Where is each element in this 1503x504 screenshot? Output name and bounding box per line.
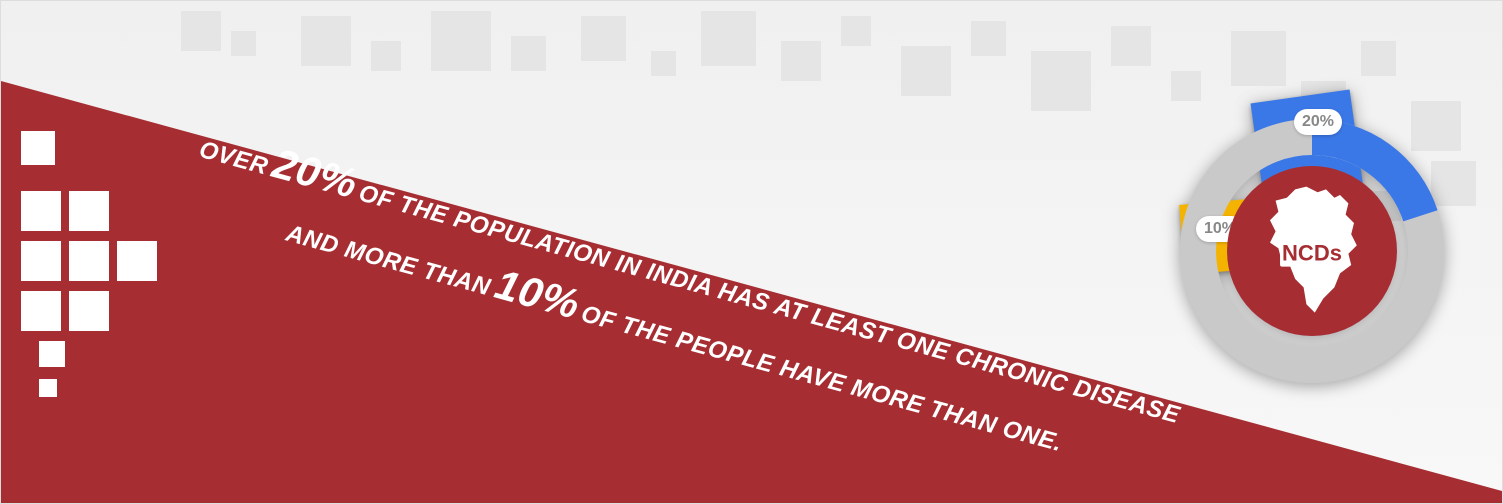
white-square	[21, 241, 61, 281]
bg-square	[371, 41, 401, 71]
bg-square	[231, 31, 256, 56]
ncds-center-label: NCDs	[1280, 241, 1344, 267]
text-part: OVER	[196, 136, 271, 181]
center-circle: NCDs	[1227, 166, 1397, 336]
bg-square	[1111, 26, 1151, 66]
infographic-banner: OVER 20% OF THE POPULATION IN INDIA HAS …	[0, 0, 1503, 504]
bg-square	[181, 11, 221, 51]
white-square	[69, 241, 109, 281]
bg-square	[301, 16, 351, 66]
ncds-chart-badge: 20% 10% NCDs	[1162, 101, 1462, 401]
bg-square	[841, 16, 871, 46]
white-square	[69, 191, 109, 231]
text-part-emphasis: 20%	[268, 139, 363, 208]
bg-square	[701, 11, 756, 66]
bg-square	[1361, 41, 1396, 76]
bg-square	[1231, 31, 1286, 86]
white-square	[21, 131, 55, 165]
white-square	[39, 341, 65, 367]
white-square	[69, 291, 109, 331]
bg-square	[431, 11, 491, 71]
bg-square	[971, 21, 1006, 56]
bg-square	[651, 51, 676, 76]
pill-20-percent: 20%	[1294, 109, 1342, 135]
bg-square	[1031, 51, 1091, 111]
white-square	[21, 291, 61, 331]
white-square	[21, 191, 61, 231]
white-square	[39, 379, 57, 397]
bg-square	[901, 46, 951, 96]
bg-square	[781, 41, 821, 81]
bg-square	[1171, 71, 1201, 101]
bg-square	[581, 16, 626, 61]
white-square	[117, 241, 157, 281]
bg-square	[511, 36, 546, 71]
